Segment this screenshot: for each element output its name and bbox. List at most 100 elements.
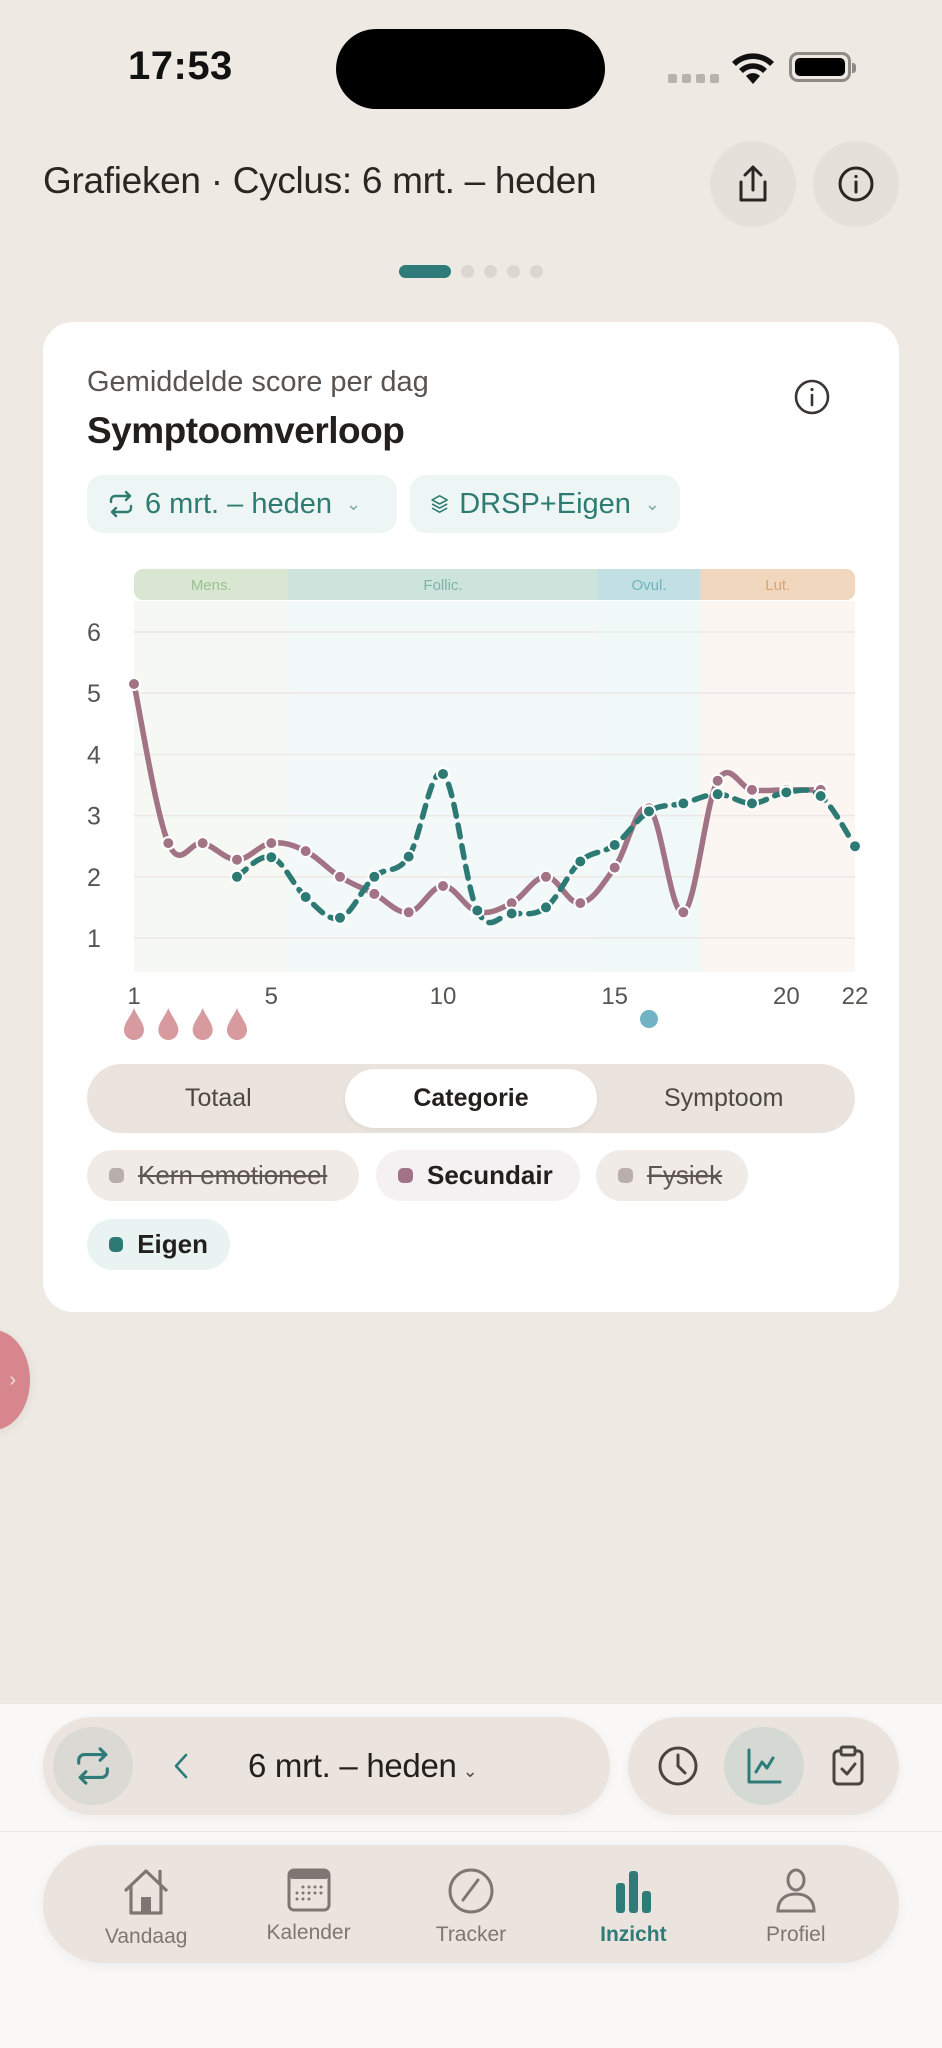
cycle-range-dropdown[interactable]: 6 mrt. – heden ⌄ xyxy=(87,475,397,533)
data-point[interactable] xyxy=(504,906,519,921)
data-point[interactable] xyxy=(779,785,794,800)
tab-tracker[interactable]: Tracker xyxy=(396,1845,546,1963)
dataset-label: DRSP+Eigen xyxy=(459,487,631,520)
chevron-down-icon: ⌄ xyxy=(462,1761,478,1781)
legend-toggle-eigen[interactable]: Eigen xyxy=(87,1219,230,1270)
cycle-arrows-icon xyxy=(109,490,133,518)
info-button[interactable] xyxy=(813,141,899,227)
data-point[interactable] xyxy=(161,836,176,851)
data-point[interactable] xyxy=(573,854,588,869)
data-point[interactable] xyxy=(676,905,691,920)
data-point[interactable] xyxy=(642,804,656,819)
x-tick-label: 10 xyxy=(430,983,457,1010)
page-dot-2[interactable] xyxy=(461,265,474,278)
x-tick-label: 22 xyxy=(842,983,869,1010)
legend-toggle-fysiek[interactable]: Fysiek xyxy=(596,1150,748,1201)
page-title: Grafieken · Cyclus: 6 mrt. – heden xyxy=(43,160,597,201)
previous-cycle-button[interactable] xyxy=(161,1741,201,1791)
card-subtitle: Gemiddelde score per dag xyxy=(87,366,429,398)
phase-background xyxy=(134,601,289,972)
data-point[interactable] xyxy=(676,796,691,811)
tab-label: Profiel xyxy=(765,1923,826,1946)
phase-label: Lut. xyxy=(765,577,790,594)
person-icon xyxy=(776,1868,816,1913)
page-dot-4[interactable] xyxy=(507,265,520,278)
segment-totaal[interactable]: Totaal xyxy=(184,1084,252,1112)
data-point[interactable] xyxy=(367,869,382,884)
segment-categorie[interactable]: Categorie xyxy=(344,1069,598,1128)
cycle-toggle-button[interactable] xyxy=(53,1727,133,1805)
legend-label: Secundair xyxy=(427,1160,553,1190)
x-tick-label: 15 xyxy=(601,983,628,1010)
period-drop-icon xyxy=(158,1008,179,1040)
page-dot-1[interactable] xyxy=(399,265,451,278)
legend-toggle-secundair[interactable]: Secundair xyxy=(376,1150,580,1201)
home-icon xyxy=(124,1869,169,1915)
segment-symptoom[interactable]: Symptoom xyxy=(663,1084,784,1112)
data-point[interactable] xyxy=(298,844,313,859)
checklist-view-button[interactable] xyxy=(808,1727,888,1805)
data-point[interactable] xyxy=(573,896,588,911)
history-view-button[interactable] xyxy=(638,1727,718,1805)
chevron-down-icon: ⌄ xyxy=(346,493,362,514)
data-point[interactable] xyxy=(230,852,244,867)
data-point[interactable] xyxy=(607,860,622,875)
legend-toggle-kern-emotioneel[interactable]: Kern emotioneel xyxy=(87,1150,359,1201)
share-button[interactable] xyxy=(710,141,796,227)
data-point[interactable] xyxy=(264,836,279,851)
data-point[interactable] xyxy=(539,869,553,884)
tab-kalender[interactable]: Kalender xyxy=(234,1845,384,1963)
page-indicator[interactable] xyxy=(0,265,942,278)
battery-icon xyxy=(789,52,856,82)
cycle-range-selector[interactable]: 6 mrt. – heden ⌄ xyxy=(248,1747,478,1785)
period-drop-icon xyxy=(227,1008,247,1040)
x-tick-label: 1 xyxy=(127,983,140,1010)
y-tick-label: 2 xyxy=(87,864,101,892)
y-tick-label: 6 xyxy=(87,619,101,647)
data-point[interactable] xyxy=(127,677,141,692)
legend-swatch xyxy=(109,1237,124,1252)
tab-vandaag[interactable]: Vandaag xyxy=(71,1845,221,1963)
data-point[interactable] xyxy=(436,878,450,893)
side-drawer-button[interactable]: › xyxy=(0,1330,30,1430)
tab-profiel[interactable]: Profiel xyxy=(721,1845,871,1963)
info-icon[interactable] xyxy=(792,377,832,417)
data-point[interactable] xyxy=(848,839,862,854)
data-point[interactable] xyxy=(813,789,828,804)
legend-label: Fysiek xyxy=(647,1160,723,1190)
tab-inzicht[interactable]: Inzicht xyxy=(558,1845,708,1963)
data-point[interactable] xyxy=(745,796,759,811)
data-point[interactable] xyxy=(298,889,313,904)
cycle-arrows-icon xyxy=(77,1747,109,1785)
data-point[interactable] xyxy=(401,849,416,864)
dataset-dropdown[interactable]: DRSP+Eigen ⌄ xyxy=(410,475,680,533)
y-tick-label: 3 xyxy=(87,803,101,831)
bar-chart-icon xyxy=(616,1871,652,1913)
data-point[interactable] xyxy=(230,869,244,884)
data-point[interactable] xyxy=(710,787,725,802)
data-point[interactable] xyxy=(539,900,553,915)
page-dot-3[interactable] xyxy=(484,265,497,278)
data-point[interactable] xyxy=(710,773,725,788)
charts-view-button[interactable] xyxy=(724,1727,804,1805)
card-title: Symptoomverloop xyxy=(87,410,405,451)
data-point[interactable] xyxy=(264,850,279,865)
data-point[interactable] xyxy=(367,886,382,901)
x-tick-label: 20 xyxy=(773,983,800,1010)
data-point[interactable] xyxy=(195,836,210,851)
layers-icon xyxy=(431,494,448,514)
page-dot-5[interactable] xyxy=(530,265,543,278)
data-point[interactable] xyxy=(607,837,622,852)
data-point[interactable] xyxy=(436,766,450,781)
divider xyxy=(0,1831,942,1832)
chevron-right-icon: › xyxy=(9,1368,16,1391)
data-point[interactable] xyxy=(333,910,347,925)
data-point[interactable] xyxy=(333,869,347,884)
data-point[interactable] xyxy=(745,782,759,797)
data-point[interactable] xyxy=(470,903,485,918)
legend-swatch xyxy=(618,1168,633,1183)
cycle-range-bar: 6 mrt. – heden ⌄ xyxy=(43,1717,610,1815)
tab-label: Tracker xyxy=(435,1923,507,1946)
data-point[interactable] xyxy=(401,905,416,920)
